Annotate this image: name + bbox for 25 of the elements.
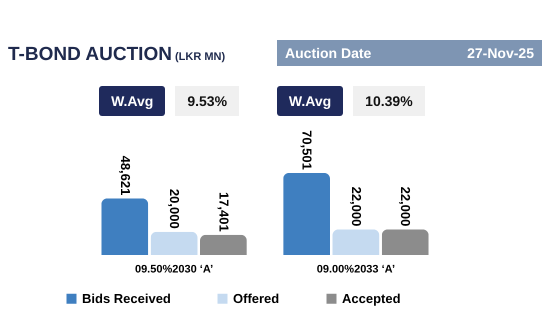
- legend-label: Offered: [233, 290, 280, 306]
- bar: [150, 232, 198, 255]
- data-label: 17,401: [216, 192, 232, 232]
- bar: [101, 198, 148, 255]
- text: 10.39%: [353, 86, 425, 116]
- bar: [200, 234, 247, 255]
- x-tick-label: 09.50%2030 ‘A’: [134, 264, 214, 276]
- data-label: 22,000: [398, 186, 414, 226]
- data-label: 22,000: [348, 186, 364, 226]
- x-tick-label: 09.00%2033 ‘A’: [316, 264, 396, 276]
- chart-title: T-BOND AUCTION: [8, 44, 172, 65]
- text: W.Avg: [99, 86, 166, 116]
- legend-label: Accepted: [342, 290, 401, 306]
- text: 9.53%: [175, 86, 240, 116]
- bar: [382, 229, 429, 255]
- legend-label: Bids Received: [82, 290, 171, 306]
- chart-subtitle: (LKR MN): [174, 51, 226, 63]
- data-label: 70,501: [300, 130, 315, 170]
- text: 27-Nov-25: [467, 45, 534, 61]
- text: W.Avg: [276, 86, 344, 116]
- bar: [283, 172, 330, 255]
- data-label: 20,000: [167, 188, 182, 229]
- data-label: 48,621: [118, 156, 133, 196]
- text: Auction Date: [285, 45, 372, 61]
- bar: [332, 229, 380, 255]
